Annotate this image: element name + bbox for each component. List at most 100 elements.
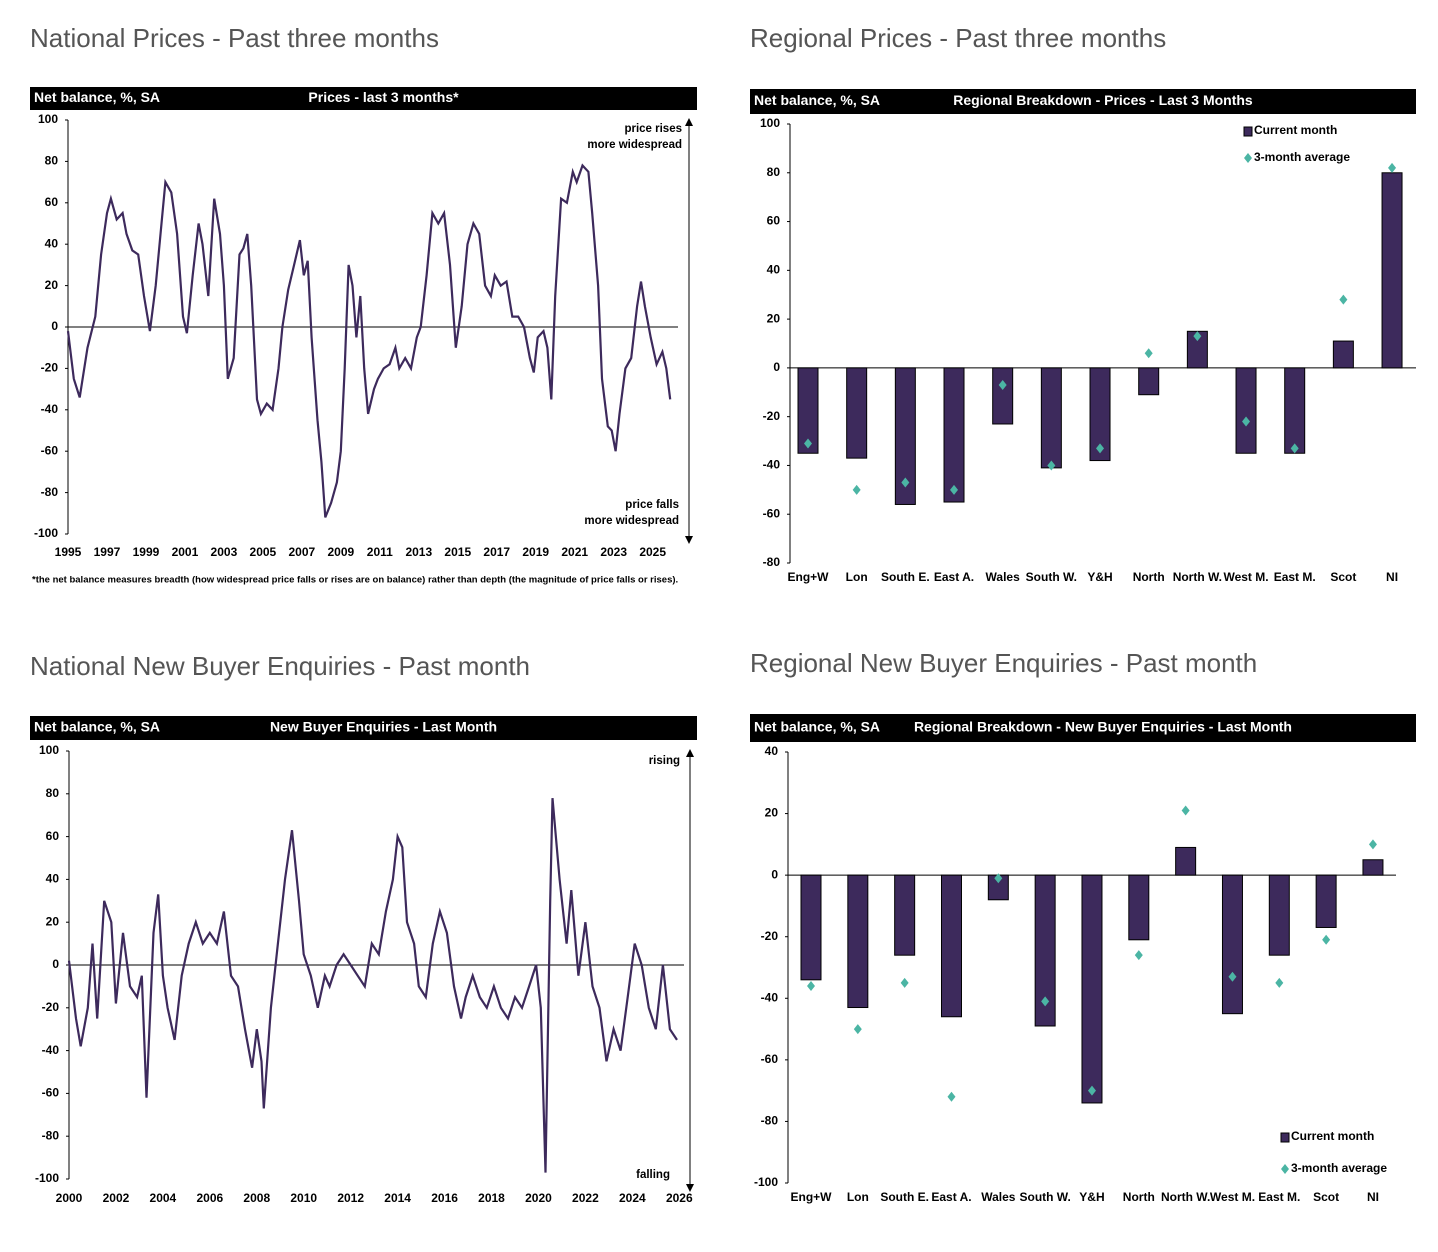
y-tick-label: 100 <box>38 112 58 126</box>
x-tick-label: Wales <box>986 570 1021 584</box>
bar <box>1034 874 1056 1027</box>
y-tick-label: 0 <box>771 867 778 881</box>
y-tick-label: 60 <box>46 829 60 843</box>
x-tick-label: Lon <box>847 1190 869 1204</box>
y-tick-label: -20 <box>42 1000 60 1014</box>
y-tick-label: 0 <box>52 957 59 971</box>
bar <box>1362 859 1384 876</box>
chart-title: Prices - last 3 months* <box>308 89 459 105</box>
bar <box>992 367 1014 425</box>
y-tick-label: 20 <box>767 311 781 325</box>
y-tick-label: -20 <box>763 409 781 423</box>
bar <box>800 874 822 981</box>
x-tick-label: 2026 <box>666 1191 693 1205</box>
x-tick-label: 2011 <box>367 545 393 559</box>
x-tick-label: 2018 <box>478 1191 505 1205</box>
bar <box>1332 340 1354 369</box>
x-tick-label: 2006 <box>196 1191 223 1205</box>
y-tick-label: -100 <box>35 1171 59 1185</box>
unit-label: Net balance, %, SA <box>754 92 880 108</box>
diamond <box>1047 460 1056 471</box>
diamond <box>1096 443 1105 454</box>
diamond <box>1134 950 1143 961</box>
bar <box>847 874 869 1009</box>
y-tick-label: 80 <box>46 786 60 800</box>
diamond <box>1181 805 1190 816</box>
bar <box>943 367 965 503</box>
bar <box>1284 367 1306 454</box>
diamond <box>1290 443 1299 454</box>
x-tick-label: NI <box>1386 570 1398 584</box>
y-tick-label: 80 <box>767 165 781 179</box>
diamond <box>1144 348 1153 359</box>
x-tick-label: North <box>1133 570 1165 584</box>
y-tick-label: 20 <box>46 914 60 928</box>
section-heading: Regional Prices - Past three months <box>750 23 1166 53</box>
x-tick-label: North <box>1123 1190 1155 1204</box>
data-line <box>66 163 672 518</box>
x-tick-label: 1999 <box>133 545 160 559</box>
bar <box>894 874 916 956</box>
x-tick-label: 2013 <box>405 545 432 559</box>
y-tick-label: 40 <box>765 744 779 758</box>
bar <box>1040 367 1062 469</box>
header-band <box>750 89 1416 114</box>
x-tick-label: 2019 <box>522 545 549 559</box>
bar <box>1138 367 1160 396</box>
x-tick-label: 2015 <box>444 545 471 559</box>
x-tick-label: South W. <box>1026 570 1077 584</box>
x-tick-label: 1997 <box>94 545 121 559</box>
x-tick-label: 2012 <box>337 1191 364 1205</box>
x-tick-label: Lon <box>846 570 868 584</box>
x-tick-label: South E. <box>880 1190 929 1204</box>
bar <box>797 367 819 454</box>
x-tick-label: 2024 <box>619 1191 646 1205</box>
y-tick-label: -80 <box>761 1114 779 1128</box>
x-tick-label: 2010 <box>290 1191 317 1205</box>
x-tick-label: East A. <box>931 1190 971 1204</box>
bar <box>894 367 916 505</box>
legend-label: 3-month average <box>1254 150 1350 164</box>
x-tick-label: East M. <box>1274 570 1316 584</box>
diamond <box>852 484 861 495</box>
y-tick-label: -80 <box>763 555 781 569</box>
legend-swatch <box>1280 1132 1290 1143</box>
x-tick-label: 2022 <box>572 1191 599 1205</box>
x-tick-label: Y&H <box>1079 1190 1104 1204</box>
y-tick-label: -20 <box>41 361 59 375</box>
y-tick-label: -100 <box>754 1175 778 1189</box>
legend-swatch <box>1244 153 1252 163</box>
header-band <box>30 87 697 110</box>
diamond <box>853 1024 862 1035</box>
y-tick-label: -80 <box>41 485 59 499</box>
y-tick-label: 60 <box>767 214 781 228</box>
diamond <box>1275 977 1284 988</box>
x-tick-label: 2002 <box>103 1191 130 1205</box>
diamond <box>1339 294 1348 305</box>
y-tick-label: 20 <box>765 806 779 820</box>
y-tick-label: -60 <box>763 506 781 520</box>
diamond <box>1242 416 1251 427</box>
bar <box>1081 874 1103 1104</box>
bar <box>1381 172 1403 369</box>
x-tick-label: 2005 <box>250 545 277 559</box>
x-tick-label: North W. <box>1173 570 1222 584</box>
x-tick-label: Scot <box>1330 570 1356 584</box>
diamond <box>1368 839 1377 850</box>
y-tick-label: 0 <box>51 319 58 333</box>
diamond <box>1087 1085 1096 1096</box>
chart-title: Regional Breakdown - Prices - Last 3 Mon… <box>953 92 1253 108</box>
diamond <box>900 977 909 988</box>
chart-title: Regional Breakdown - New Buyer Enquiries… <box>914 719 1292 735</box>
diamond <box>901 477 910 488</box>
section-heading: Regional New Buyer Enquiries - Past mont… <box>750 648 1257 678</box>
legend-label: 3-month average <box>1291 1161 1387 1175</box>
bar <box>940 874 962 1018</box>
diamond <box>994 873 1003 884</box>
unit-label: Net balance, %, SA <box>34 89 160 105</box>
annotation: rising <box>649 755 680 767</box>
y-tick-label: -40 <box>41 402 59 416</box>
x-tick-label: Y&H <box>1087 570 1112 584</box>
x-tick-label: 2016 <box>431 1191 458 1205</box>
